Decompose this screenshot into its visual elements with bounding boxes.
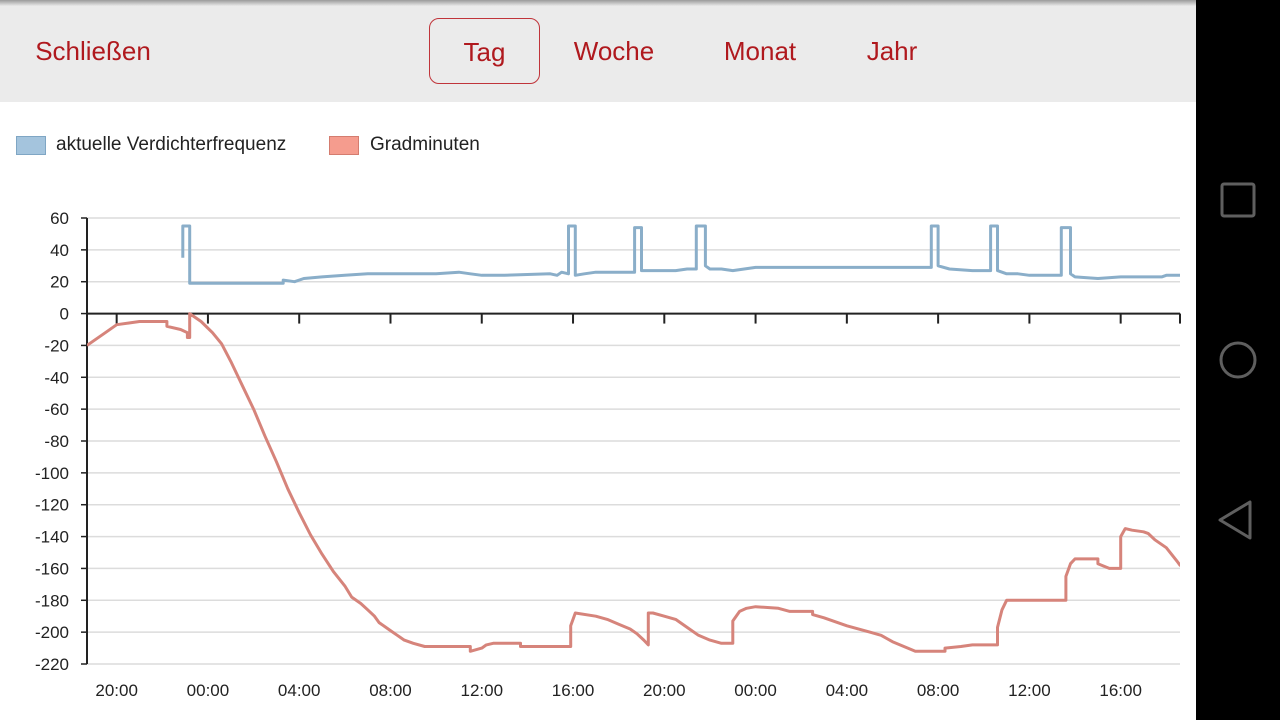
x-tick-label: 20:00 xyxy=(643,681,686,700)
y-tick-label: -180 xyxy=(35,591,69,610)
y-tick-label: -80 xyxy=(44,432,69,451)
x-tick-label: 12:00 xyxy=(1008,681,1051,700)
y-tick-label: -160 xyxy=(35,559,69,578)
status-shadow xyxy=(0,0,1196,6)
tab-year[interactable]: Jahr xyxy=(866,36,918,66)
y-tick-label: -220 xyxy=(35,655,69,674)
tab-week[interactable]: Woche xyxy=(573,36,655,66)
series-line-compressor-frequency xyxy=(181,224,1180,285)
x-tick-label: 04:00 xyxy=(826,681,869,700)
y-tick-label: -100 xyxy=(35,464,69,483)
y-tick-label: 40 xyxy=(50,241,69,260)
y-tick-label: -200 xyxy=(35,623,69,642)
y-tick-label: -60 xyxy=(44,400,69,419)
x-tick-label: 00:00 xyxy=(187,681,230,700)
close-button[interactable]: Schließen xyxy=(35,36,151,66)
android-navigation-bar xyxy=(1196,0,1280,720)
x-tick-label: 16:00 xyxy=(1099,681,1142,700)
recents-icon[interactable] xyxy=(1214,176,1262,224)
y-tick-label: -140 xyxy=(35,528,69,547)
line-chart: 60 40 20 0 -20 -40 -60 -80 -100 -120 -140 -160 -180 -… xyxy=(35,209,1181,700)
home-icon[interactable] xyxy=(1214,336,1262,384)
x-tick-label: 20:00 xyxy=(95,681,138,700)
y-tick-label: -40 xyxy=(44,368,69,387)
legend-label-degree-minutes: Gradminuten xyxy=(370,134,480,155)
legend-swatch-compressor-frequency xyxy=(16,136,46,155)
y-tick-label: 60 xyxy=(50,209,69,228)
tab-day[interactable]: Tag xyxy=(429,18,540,84)
y-tick-label: 20 xyxy=(50,273,69,292)
x-tick-label: 08:00 xyxy=(917,681,960,700)
x-tick-label: 16:00 xyxy=(552,681,595,700)
top-toolbar: Schließen Tag Woche Monat Jahr xyxy=(0,0,1196,102)
y-tick-label: -120 xyxy=(35,496,69,515)
y-tick-label: 0 xyxy=(60,305,69,324)
x-tick-label: 12:00 xyxy=(460,681,503,700)
series-line-degree-minutes xyxy=(87,312,1180,653)
legend-swatch-degree-minutes xyxy=(329,136,359,155)
y-tick-label: -20 xyxy=(44,336,69,355)
x-tick-label: 04:00 xyxy=(278,681,321,700)
x-tick-label: 00:00 xyxy=(734,681,777,700)
tab-month[interactable]: Monat xyxy=(723,36,797,66)
x-tick-label: 08:00 xyxy=(369,681,412,700)
back-icon[interactable] xyxy=(1214,496,1262,544)
legend-label-compressor-frequency: aktuelle Verdichterfrequenz xyxy=(56,134,287,155)
